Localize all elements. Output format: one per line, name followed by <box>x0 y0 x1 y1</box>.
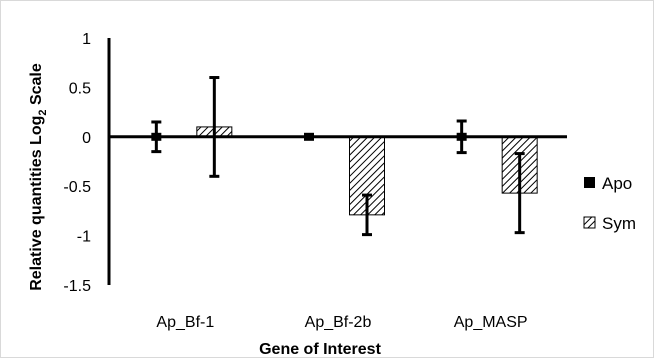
y-axis-title-main: Relative quantities Log <box>28 116 45 291</box>
legend-swatch-apo <box>584 177 595 188</box>
y-axis-title-tail: Scale <box>28 63 45 109</box>
y-tick-label: 0.5 <box>69 80 91 97</box>
error-bar-sym <box>209 76 220 178</box>
y-axis-title-subscript: 2 <box>37 110 49 116</box>
x-category-label: Ap_Bf-1 <box>156 314 214 331</box>
y-tick-label: -1.5 <box>63 278 91 295</box>
y-tick-label: 1 <box>82 31 91 48</box>
error-bars <box>151 76 525 237</box>
axes <box>107 38 567 285</box>
x-axis-title: Gene of Interest <box>259 341 381 357</box>
bars <box>151 126 538 216</box>
y-tick-label: 0 <box>82 130 91 147</box>
x-category-label: Ap_MASP <box>454 314 528 331</box>
legend-label-apo: Apo <box>602 174 632 193</box>
x-axis-categories: Ap_Bf-1 Ap_Bf-2b Ap_MASP <box>156 314 527 331</box>
error-bar-sym <box>514 152 525 235</box>
legend-swatch-sym <box>583 216 596 229</box>
y-axis-ticks: 1 0.5 0 -0.5 -1 -1.5 <box>63 31 91 295</box>
legend-label-sym: Sym <box>602 214 636 233</box>
x-category-label: Ap_Bf-2b <box>305 314 372 331</box>
y-axis-title: Relative quantities Log2 Scale <box>28 63 49 291</box>
legend: Apo Sym <box>583 174 636 233</box>
error-bar-sym <box>362 193 372 237</box>
y-tick-label: -0.5 <box>63 179 91 196</box>
y-tick-label: -1 <box>77 229 91 246</box>
